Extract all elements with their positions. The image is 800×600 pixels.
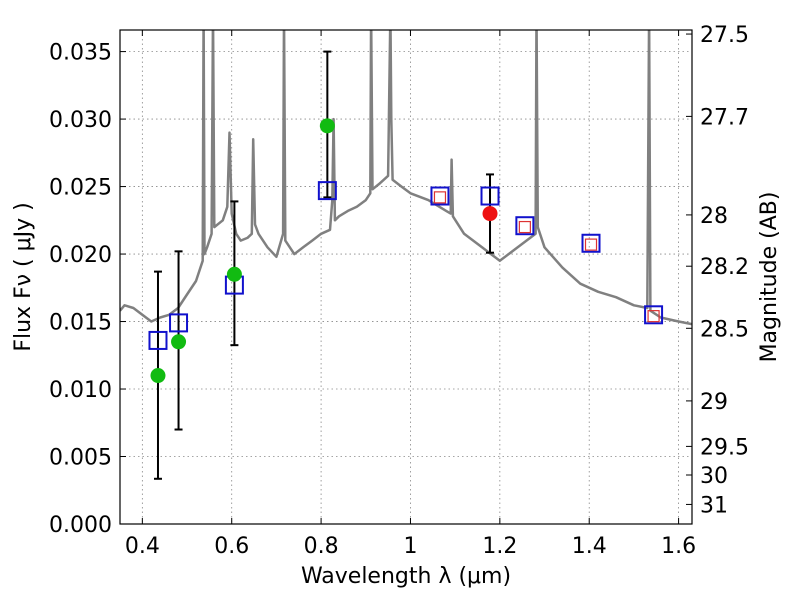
right-tick-label: 28.5 — [700, 317, 749, 342]
y-tick-label: 0.030 — [49, 108, 112, 133]
y-axis-label: Flux Fν ( μJy ) — [11, 202, 36, 351]
x-tick-label: 0.8 — [304, 534, 339, 559]
y-tick-label: 0.035 — [49, 41, 112, 66]
observed-point — [226, 266, 242, 282]
predicted-square-point — [647, 310, 660, 323]
x-tick-label: 1.4 — [572, 534, 607, 559]
model-square-point — [581, 233, 601, 253]
right-tick-label: 27.7 — [700, 105, 749, 130]
right-tick-label: 27.5 — [700, 23, 749, 48]
y-tick-label: 0.010 — [49, 378, 112, 403]
model-square-point — [515, 216, 535, 236]
right-tick-label: 28.2 — [700, 255, 749, 280]
observed-point — [150, 368, 166, 384]
model-square-point — [644, 305, 664, 325]
x-tick-label: 0.6 — [214, 534, 249, 559]
right-tick-label: 31 — [700, 493, 728, 518]
observed-point — [482, 206, 498, 222]
model-square-point — [480, 186, 500, 206]
x-tick-label: 1.2 — [482, 534, 517, 559]
y-tick-label: 0.020 — [49, 243, 112, 268]
right-tick-label: 30 — [700, 464, 728, 489]
observed-point — [319, 118, 335, 134]
y-tick-label: 0.005 — [49, 446, 112, 471]
model-square-point — [169, 313, 189, 333]
x-axis-label: Wavelength λ (μm) — [301, 564, 511, 589]
x-tick-label: 0.4 — [125, 534, 160, 559]
predicted-square-point — [584, 238, 598, 251]
right-axis-label: Magnitude (AB) — [757, 192, 782, 363]
x-tick-label: 1.6 — [661, 534, 696, 559]
spectrum-line — [120, 30, 692, 326]
right-tick-label: 29 — [700, 390, 728, 415]
y-tick-label: 0.015 — [49, 311, 112, 336]
model-square-point — [430, 186, 450, 206]
x-tick-label: 1 — [403, 534, 417, 559]
plot-frame — [119, 29, 693, 525]
y-tick-label: 0.025 — [49, 176, 112, 201]
predicted-square-point — [433, 191, 447, 204]
observed-point — [171, 334, 187, 350]
plot-area — [120, 30, 692, 480]
right-tick-label: 28 — [700, 204, 728, 229]
model-square-point — [148, 330, 168, 350]
predicted-square-point — [518, 220, 531, 234]
right-tick-label: 29.5 — [700, 435, 749, 460]
y-tick-label: 0.000 — [49, 513, 112, 538]
axis-ticks: 0.4 0.6 0.8 1 1.2 1.4 1.6 0.000 0.005 0.010 0.015 0… — [49, 23, 749, 559]
model-square-point — [317, 181, 337, 201]
